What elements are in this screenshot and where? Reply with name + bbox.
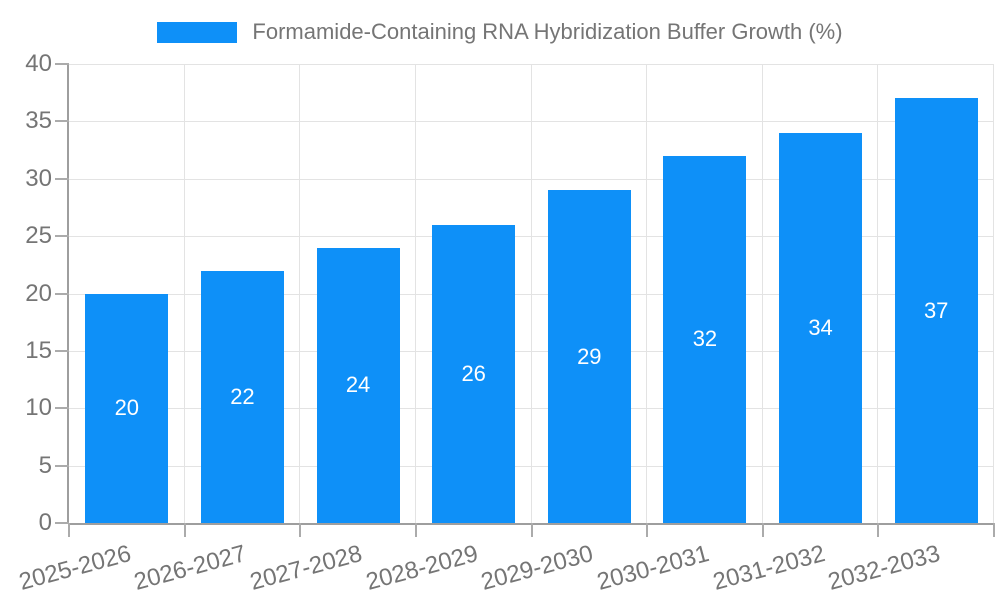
y-tick-mark	[55, 522, 69, 524]
gridline-horizontal	[69, 236, 994, 238]
gridline-horizontal	[69, 178, 994, 180]
y-tick-mark	[55, 407, 69, 410]
bar-value-label: 32	[692, 326, 718, 352]
bar: 24	[316, 247, 400, 523]
x-tick-mark	[68, 523, 70, 537]
legend: Formamide-Containing RNA Hybridization B…	[0, 17, 1000, 47]
gridline-vertical	[993, 64, 994, 523]
bar: 26	[432, 224, 516, 523]
bar-value-label: 37	[923, 297, 949, 323]
bar: 34	[779, 132, 863, 523]
bar: 22	[200, 270, 284, 523]
y-tick-mark	[55, 235, 69, 238]
bar-value-label: 34	[808, 314, 833, 340]
y-tick-mark	[55, 177, 69, 180]
x-tick-mark	[761, 523, 764, 537]
gridline-vertical	[877, 64, 879, 523]
bar: 20	[85, 293, 169, 523]
x-tick-mark	[530, 523, 533, 537]
gridline-vertical	[646, 64, 648, 523]
bar: 32	[663, 155, 747, 523]
y-tick-label: 20	[25, 279, 52, 307]
bar: 29	[547, 190, 631, 523]
bar: 37	[894, 98, 978, 523]
chart-title: Formamide-Containing RNA Hybridization B…	[252, 19, 843, 44]
gridline-horizontal	[69, 121, 994, 123]
y-tick-label: 35	[25, 107, 52, 135]
gridline-vertical	[761, 64, 763, 523]
gridline-horizontal	[69, 465, 994, 467]
gridline-horizontal	[69, 64, 994, 65]
gridline-vertical	[530, 64, 532, 523]
legend-swatch	[157, 21, 238, 43]
gridline-horizontal	[69, 408, 994, 410]
bar-value-label: 20	[114, 395, 140, 421]
y-tick-mark	[55, 464, 69, 467]
bar-value-label: 26	[461, 360, 486, 386]
y-tick-label: 40	[25, 50, 52, 77]
y-tick-mark	[55, 349, 69, 352]
x-tick-mark	[646, 523, 649, 537]
gridline-vertical	[299, 64, 301, 523]
x-tick-mark	[299, 523, 302, 537]
y-tick-label: 0	[38, 509, 52, 536]
y-tick-mark	[55, 63, 69, 65]
x-tick-mark	[414, 523, 417, 537]
y-tick-mark	[55, 292, 69, 295]
gridline-horizontal	[69, 293, 994, 295]
bar-value-label: 22	[230, 383, 255, 409]
plot-area: 20 22 24 26 29 32 34 37	[69, 64, 994, 523]
bar-value-label: 24	[345, 372, 371, 398]
y-tick-label: 25	[25, 222, 52, 250]
gridline-vertical	[414, 64, 416, 523]
x-tick-mark	[993, 523, 995, 537]
y-tick-label: 5	[38, 451, 52, 479]
bar-value-label: 29	[577, 343, 602, 369]
y-tick-mark	[55, 120, 69, 123]
gridline-horizontal	[69, 350, 994, 352]
x-tick-mark	[183, 523, 186, 537]
y-tick-label: 30	[25, 164, 52, 192]
gridline-vertical	[183, 64, 185, 523]
x-tick-mark	[877, 523, 880, 537]
y-tick-label: 15	[25, 336, 52, 364]
y-tick-label: 10	[25, 394, 52, 422]
